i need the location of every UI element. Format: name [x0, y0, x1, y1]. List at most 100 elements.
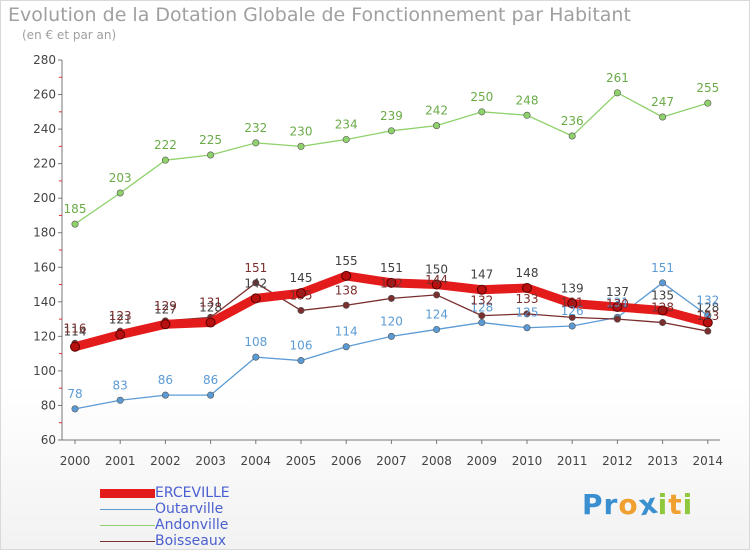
data-label: 151	[651, 261, 674, 275]
y-tick-label: 280	[33, 53, 56, 67]
data-label: 120	[380, 314, 403, 328]
data-label: 83	[113, 378, 128, 392]
data-label: 203	[109, 171, 132, 185]
logo-letter: t	[668, 488, 683, 521]
x-tick-label: 2007	[376, 454, 407, 468]
x-tick-label: 2005	[286, 454, 317, 468]
data-label: 142	[244, 276, 267, 290]
data-point	[613, 315, 621, 323]
data-label: 124	[425, 307, 448, 321]
data-point	[523, 324, 531, 332]
x-tick-label: 2000	[60, 454, 91, 468]
data-label: 139	[561, 282, 584, 296]
data-label: 106	[290, 339, 313, 353]
data-point	[160, 319, 171, 330]
data-point	[659, 319, 667, 327]
data-point	[657, 305, 668, 316]
legend-swatch-erceville	[100, 489, 155, 498]
data-point	[568, 313, 576, 321]
data-label: 255	[696, 81, 719, 95]
data-label: 234	[335, 117, 358, 131]
x-tick-label: 2014	[693, 454, 724, 468]
data-label: 225	[199, 133, 222, 147]
data-point	[613, 89, 621, 97]
data-label: 132	[470, 294, 493, 308]
data-label: 128	[199, 301, 222, 315]
data-label: 86	[158, 373, 173, 387]
y-tick-label: 240	[33, 122, 56, 136]
data-point	[387, 294, 395, 302]
data-point	[250, 293, 261, 304]
x-tick-label: 2001	[105, 454, 136, 468]
data-label: 114	[335, 325, 358, 339]
data-point	[342, 135, 350, 143]
data-label: 222	[154, 138, 177, 152]
data-label: 185	[64, 202, 87, 216]
x-tick-label: 2010	[512, 454, 543, 468]
chart-title: Evolution de la Dotation Globale de Fonc…	[8, 4, 631, 26]
x-tick-label: 2011	[557, 454, 588, 468]
data-label: 127	[154, 302, 177, 316]
legend-label-boisseaux: Boisseaux	[155, 533, 226, 549]
data-label: 121	[109, 313, 132, 327]
data-point	[704, 327, 712, 335]
y-tick-label: 220	[33, 157, 56, 171]
data-point	[297, 142, 305, 150]
x-tick-label: 2008	[421, 454, 452, 468]
data-label: 261	[606, 71, 629, 85]
data-point	[523, 111, 531, 119]
data-point	[476, 284, 487, 295]
legend-swatch-outarville	[100, 509, 155, 510]
logo-letter: P	[582, 488, 604, 521]
data-point	[433, 325, 441, 333]
y-tick-label: 140	[33, 295, 56, 309]
data-label: 129	[154, 299, 177, 313]
data-label: 145	[290, 271, 313, 285]
y-tick-label: 60	[41, 433, 56, 447]
data-label: 135	[651, 288, 674, 302]
data-point	[161, 156, 169, 164]
data-point	[71, 405, 79, 413]
data-point	[252, 353, 260, 361]
data-point	[207, 391, 215, 399]
data-point	[342, 343, 350, 351]
data-point	[387, 127, 395, 135]
data-label: 131	[606, 295, 629, 309]
chart-subtitle: (en € et par an)	[22, 28, 117, 42]
data-label: 131	[199, 295, 222, 309]
data-label: 248	[516, 93, 539, 107]
logo-letter: i	[682, 488, 694, 521]
legend-label-erceville: ERCEVILLE	[155, 485, 230, 501]
y-tick-label: 200	[33, 191, 56, 205]
data-point	[478, 312, 486, 320]
data-label: 247	[651, 95, 674, 109]
y-tick-label: 100	[33, 364, 56, 378]
x-tick-label: 2013	[647, 454, 678, 468]
x-tick-label: 2012	[602, 454, 633, 468]
x-tick-label: 2002	[150, 454, 181, 468]
data-point	[659, 279, 667, 287]
data-label: 130	[606, 297, 629, 311]
data-label: 126	[561, 304, 584, 318]
data-point	[568, 132, 576, 140]
proxiti-logo[interactable]: Proxiti	[582, 487, 694, 523]
data-point	[386, 277, 397, 288]
data-point	[205, 317, 216, 328]
data-point	[567, 298, 578, 309]
data-label: 123	[696, 309, 719, 323]
data-label: 133	[516, 292, 539, 306]
data-point	[612, 302, 623, 312]
data-point	[433, 291, 441, 299]
data-point	[116, 189, 124, 197]
data-point	[433, 122, 441, 130]
data-label: 135	[290, 288, 313, 302]
data-point	[297, 357, 305, 365]
x-tick-label: 2009	[467, 454, 498, 468]
data-label: 151	[380, 261, 403, 275]
data-label: 236	[561, 114, 584, 128]
data-label: 128	[470, 301, 493, 315]
data-label: 230	[290, 124, 313, 138]
legend-swatch-boisseaux	[100, 541, 155, 542]
logo-letter: r	[603, 488, 619, 521]
data-label: 242	[425, 104, 448, 118]
